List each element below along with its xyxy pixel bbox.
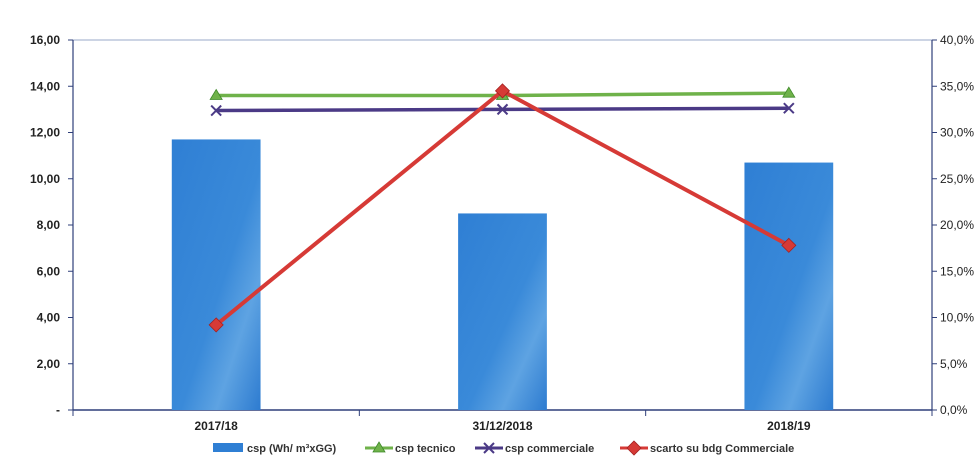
y-left-tick-label: - bbox=[56, 403, 60, 417]
legend-label: csp tecnico bbox=[395, 443, 456, 455]
y-right-tick-label: 0,0% bbox=[940, 403, 968, 417]
plot-area: - 2,00 4,00 6,00 8,00 10,00 12,00 14,00 16,00 0,0… bbox=[30, 33, 974, 433]
y-right-tick-label: 30,0% bbox=[940, 126, 974, 140]
y-left-tick-label: 2,00 bbox=[37, 357, 61, 371]
legend-label: scarto su bdg Commerciale bbox=[650, 443, 794, 455]
x-tick-label: 2018/19 bbox=[767, 419, 811, 433]
y-left-tick-label: 10,00 bbox=[30, 172, 60, 186]
y-right-tick-label: 10,0% bbox=[940, 311, 974, 325]
bar bbox=[171, 139, 261, 410]
legend-label: csp (Wh/ m³xGG) bbox=[247, 443, 337, 455]
x-tick-label: 31/12/2018 bbox=[472, 419, 532, 433]
y-left-tick-label: 14,00 bbox=[30, 79, 60, 93]
y-right-tick-label: 5,0% bbox=[940, 357, 968, 371]
legend: csp (Wh/ m³xGG) csp tecnico csp commercial… bbox=[213, 440, 794, 456]
y-right-tick-label: 40,0% bbox=[940, 33, 974, 47]
y-left-tick-label: 12,00 bbox=[30, 126, 60, 140]
x-marker bbox=[496, 103, 509, 116]
x-marker bbox=[483, 442, 495, 454]
diamond-marker bbox=[626, 440, 642, 456]
diamond-marker bbox=[781, 237, 797, 253]
y-left-tick-label: 8,00 bbox=[37, 218, 61, 232]
y-left-tick-label: 4,00 bbox=[37, 311, 61, 325]
diamond-marker bbox=[208, 317, 224, 333]
bar bbox=[458, 213, 547, 410]
diamond-marker bbox=[494, 83, 511, 99]
triangle-marker bbox=[782, 86, 796, 98]
y-right-tick-label: 35,0% bbox=[940, 79, 974, 93]
legend-swatch-bar bbox=[213, 443, 243, 452]
y-right-tick-label: 25,0% bbox=[940, 172, 974, 186]
y-right-tick-label: 20,0% bbox=[940, 218, 974, 232]
triangle-marker bbox=[372, 441, 386, 453]
y-right-tick-label: 15,0% bbox=[940, 264, 974, 278]
x-marker bbox=[210, 104, 222, 117]
y-left-tick-label: 6,00 bbox=[37, 264, 61, 278]
x-marker bbox=[783, 102, 795, 114]
y-left-tick-label: 16,00 bbox=[30, 33, 60, 47]
triangle-marker bbox=[209, 88, 223, 100]
legend-label: csp commerciale bbox=[505, 443, 594, 455]
bar bbox=[744, 162, 834, 410]
x-tick-label: 2017/18 bbox=[194, 419, 238, 433]
